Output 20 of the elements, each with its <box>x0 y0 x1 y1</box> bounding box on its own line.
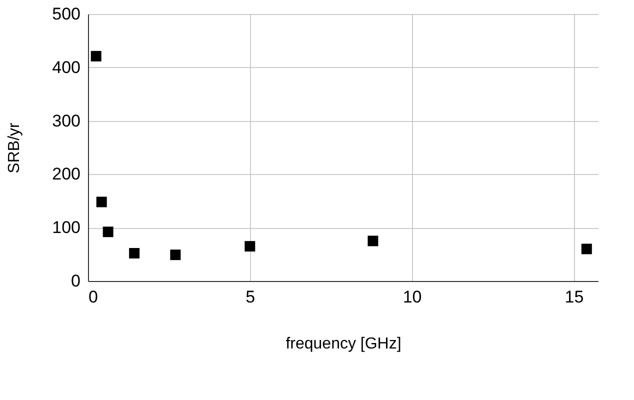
point <box>368 236 378 246</box>
y-axis-title: SRB/yr <box>6 122 24 174</box>
x-tick-label: 10 <box>402 288 422 306</box>
point <box>96 196 107 208</box>
point <box>581 244 592 254</box>
point <box>170 250 181 260</box>
y-tick-label: 500 <box>52 4 80 24</box>
y-tick-label: 300 <box>52 111 80 130</box>
y-tick-label: 100 <box>52 218 80 238</box>
y-tick-label: 400 <box>52 58 80 77</box>
point <box>102 226 114 238</box>
y-tick-label: 0 <box>71 272 80 290</box>
point <box>129 248 140 258</box>
x-axis-title: frequency [GHz] <box>286 336 402 352</box>
point <box>90 50 102 62</box>
x-tick-label: 15 <box>564 288 584 306</box>
x-tick-label: 0 <box>88 288 98 306</box>
y-tick-label: 200 <box>52 164 80 184</box>
point <box>244 241 256 252</box>
x-tick-label: 5 <box>246 288 256 306</box>
